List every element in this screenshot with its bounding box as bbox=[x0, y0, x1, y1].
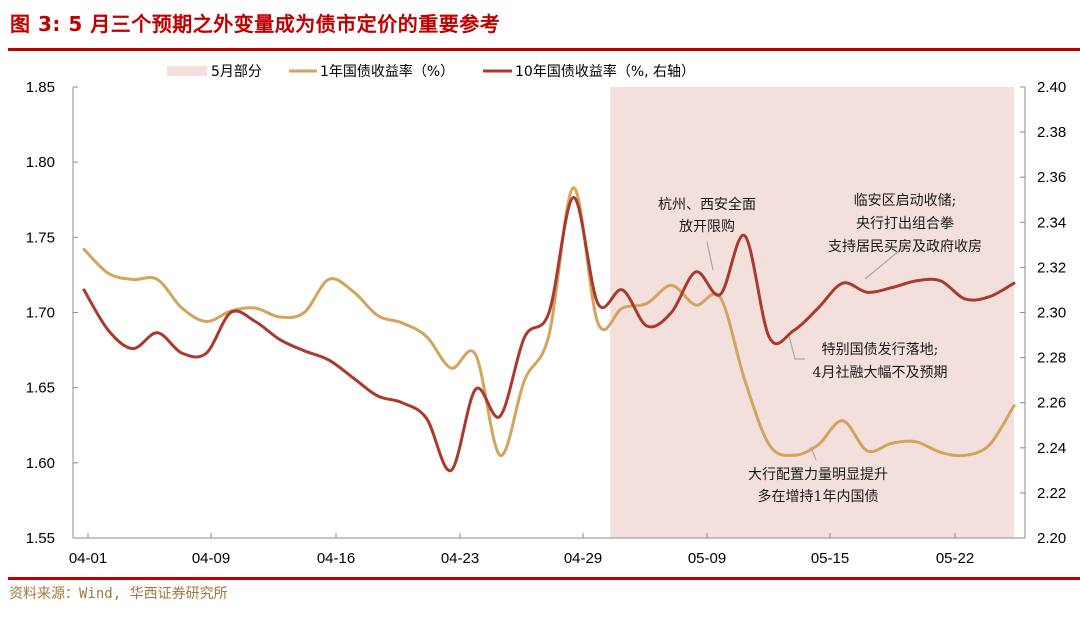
y-tick-label: 1.60 bbox=[26, 455, 55, 472]
annotation-line: 大行配置力量明显提升 bbox=[748, 467, 888, 483]
y2-tick-label: 2.38 bbox=[1037, 124, 1066, 141]
y-tick-label: 1.70 bbox=[26, 305, 55, 322]
series-10y-yield-line bbox=[82, 195, 1016, 472]
legend-label: 1年国债收益率（%） bbox=[320, 63, 454, 80]
legend-item-1y: 1年国债收益率（%） bbox=[289, 63, 454, 80]
x-tick-label: 05-09 bbox=[688, 550, 726, 567]
legend-label: 5月部分 bbox=[211, 64, 262, 80]
y-tick-label: 1.75 bbox=[26, 229, 55, 246]
annotation-hangzhou-xian: 杭州、西安全面 放开限购 bbox=[658, 196, 756, 235]
x-tick-label: 04-23 bbox=[441, 550, 479, 567]
y2-tick-label: 2.24 bbox=[1037, 440, 1066, 457]
legend-item-may: 5月部分 bbox=[167, 64, 262, 80]
y2-tick-label: 2.32 bbox=[1037, 259, 1066, 276]
right-y-axis-labels: 2.20 2.22 2.24 2.26 2.28 2.30 2.32 2.34 2.36 2.38… bbox=[1037, 79, 1066, 547]
y-tick-label: 1.65 bbox=[26, 380, 55, 397]
y-tick-label: 1.80 bbox=[26, 154, 55, 171]
annotation-line: 杭州、西安全面 bbox=[658, 196, 756, 213]
series-1y-yield-line bbox=[82, 186, 1016, 458]
annotation-line: 支持居民买房及政府收房 bbox=[828, 239, 982, 255]
y2-tick-label: 2.36 bbox=[1037, 169, 1066, 186]
legend-swatch-shade bbox=[167, 66, 207, 76]
x-tick-label: 05-22 bbox=[936, 550, 974, 567]
x-tick-label: 04-01 bbox=[69, 550, 107, 567]
y2-tick-label: 2.40 bbox=[1037, 79, 1066, 96]
x-tick-label: 05-15 bbox=[811, 550, 849, 567]
annotation-special-bonds: 特别国债发行落地; 4月社融大幅不及预期 bbox=[813, 342, 948, 381]
annotation-line: 特别国债发行落地; bbox=[822, 342, 939, 358]
y2-tick-label: 2.20 bbox=[1037, 530, 1066, 547]
y2-tick-label: 2.30 bbox=[1037, 305, 1066, 322]
footer-divider bbox=[8, 577, 1080, 580]
annotation-leaders bbox=[706, 241, 906, 461]
y-tick-label: 1.85 bbox=[26, 79, 55, 96]
x-tick-label: 04-09 bbox=[192, 550, 230, 567]
x-tick-label: 04-29 bbox=[564, 550, 602, 567]
y2-tick-label: 2.22 bbox=[1037, 485, 1066, 502]
source-note: 资料来源：Wind, 华西证券研究所 bbox=[9, 586, 228, 602]
annotation-linan-pboc: 临安区启动收储; 央行打出组合拳 支持居民买房及政府收房 bbox=[828, 193, 982, 255]
legend: 5月部分 1年国债收益率（%） 10年国债收益率（%, 右轴） bbox=[167, 63, 695, 80]
y2-tick-label: 2.34 bbox=[1037, 214, 1066, 231]
y-tick-label: 1.55 bbox=[26, 530, 55, 547]
legend-label: 10年国债收益率（%, 右轴） bbox=[515, 63, 695, 80]
legend-item-10y: 10年国债收益率（%, 右轴） bbox=[483, 63, 695, 80]
x-tick-label: 04-16 bbox=[317, 550, 355, 567]
annotation-line: 临安区启动收储; bbox=[854, 193, 957, 209]
left-y-axis-labels: 1.55 1.60 1.65 1.70 1.75 1.80 1.85 bbox=[26, 79, 55, 547]
figure-title: 图 3: 5 月三个预期之外变量成为债市定价的重要参考 bbox=[10, 12, 501, 36]
y2-tick-label: 2.28 bbox=[1037, 350, 1066, 367]
annotation-big-banks: 大行配置力量明显提升 多在增持1年内国债 bbox=[748, 467, 888, 505]
annotation-line: 多在增持1年内国债 bbox=[758, 488, 879, 505]
annotation-line: 放开限购 bbox=[679, 219, 735, 235]
title-divider bbox=[8, 48, 1080, 51]
axes bbox=[72, 86, 1026, 539]
annotation-line: 4月社融大幅不及预期 bbox=[813, 365, 948, 381]
annotation-line: 央行打出组合拳 bbox=[856, 215, 954, 232]
x-axis-labels: 04-01 04-09 04-16 04-23 04-29 05-09 05-15 05-22 bbox=[69, 550, 974, 567]
y2-tick-label: 2.26 bbox=[1037, 395, 1066, 412]
